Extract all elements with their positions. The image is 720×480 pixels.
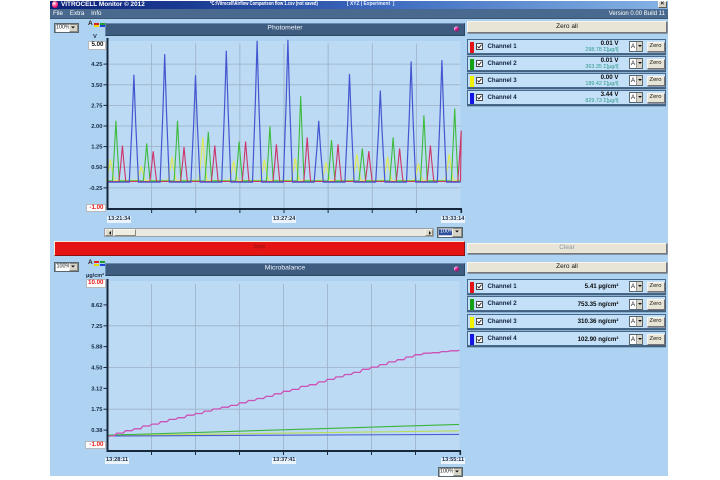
svg-text:8.62: 8.62 [91,302,102,308]
svg-text:2.00: 2.00 [91,124,102,130]
svg-text:4.50: 4.50 [91,365,102,371]
svg-text:5.88: 5.88 [91,344,103,350]
svg-text:1.25: 1.25 [91,144,103,150]
svg-text:3.12: 3.12 [91,386,102,392]
svg-text:1.75: 1.75 [91,407,103,413]
svg-text:4.25: 4.25 [91,62,103,68]
svg-text:7.25: 7.25 [91,323,103,329]
svg-text:3.50: 3.50 [91,82,102,88]
svg-text:-0.25: -0.25 [89,185,103,191]
svg-text:2.75: 2.75 [91,103,103,109]
svg-text:0.50: 0.50 [91,165,102,171]
svg-text:0.38: 0.38 [91,428,103,434]
